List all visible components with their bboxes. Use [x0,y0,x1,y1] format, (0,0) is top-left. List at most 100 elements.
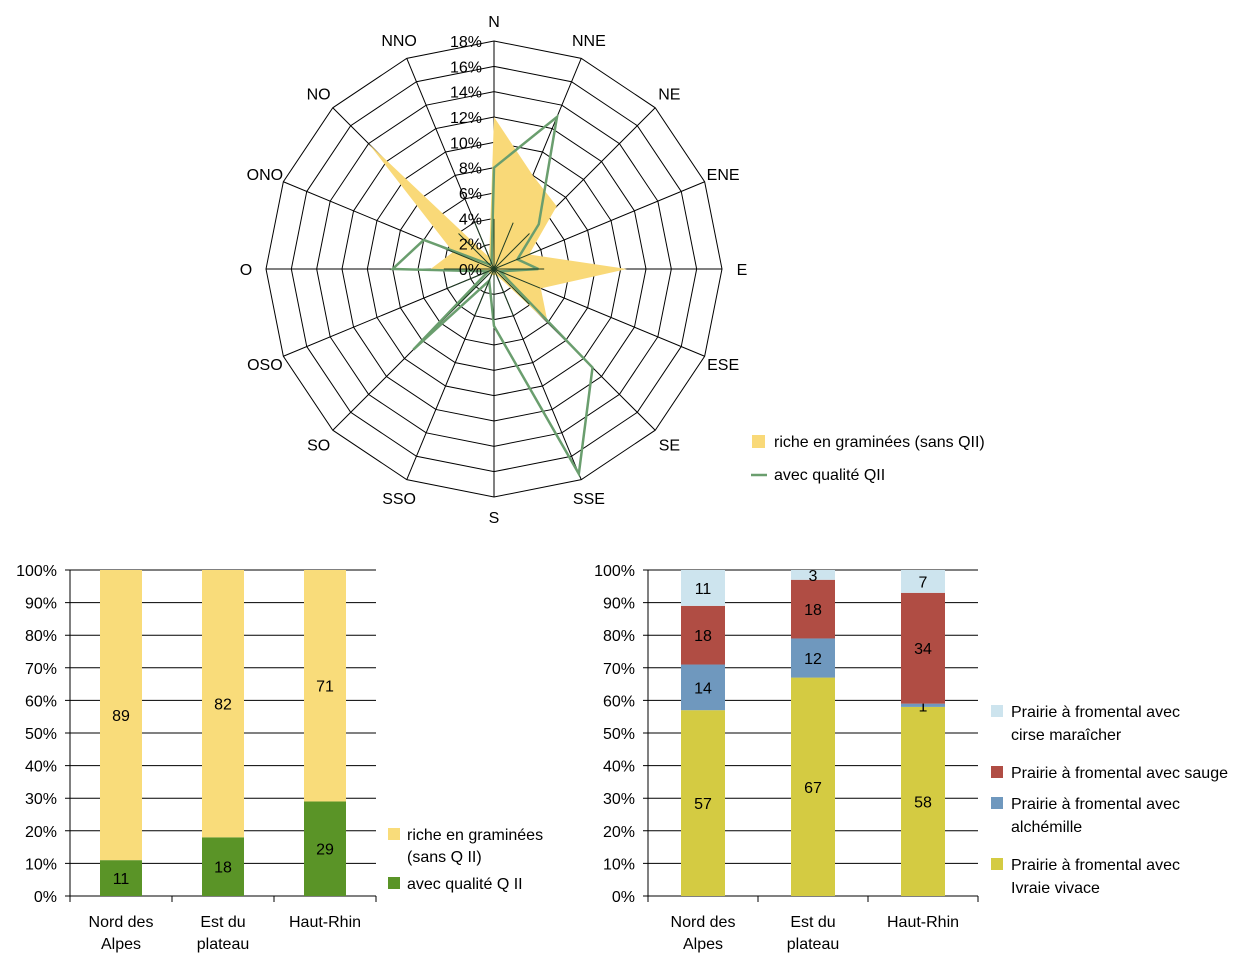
bar2-data-label: 67 [804,780,822,797]
legend-swatch-grass-q [388,828,400,840]
legend-label-qii-2: avec qualité Q II [407,876,523,893]
bar2-category-label: Est du [790,914,835,931]
bar1-y-tick: 50% [25,726,57,743]
bar2-bar-segment [791,677,835,896]
bar2-bar-segment [681,605,725,665]
bar2-category-label: Nord des [671,914,736,931]
legend-swatch-alchemille [991,797,1003,809]
radar-tick-label: 16% [450,59,482,76]
legend-label-alchemille-1: Prairie à fromental avec [1011,796,1180,813]
legend-label-alchemille-2: alchémille [1011,819,1082,836]
bar1-bar-segment [100,860,142,896]
radar-tick-label: 8% [459,161,482,178]
bar1-legend: riche en graminées (sans Q II) avec qual… [388,827,543,893]
bar2-category-label: plateau [787,936,840,953]
bar1-bar-segment [304,801,346,896]
bar2-bar-segment [901,570,945,593]
bar1-data-label: 82 [214,697,232,714]
bar2-bar-segment [901,703,945,707]
bar-chart-quality: 0% 10% 20% 30% 40% 50% 60% 70% 80% 90% 100% 11 89 Nor… [16,563,377,953]
radar-legend: riche en graminées (sans QII) avec quali… [751,434,985,484]
bar2-y-tick: 100% [594,563,635,580]
radar-spoke-center [493,268,541,289]
radar-spoke-center [474,222,495,270]
bar2-legend: Prairie à fromental avec cirse maraîcher… [991,704,1228,897]
radar-spoke-center [493,268,530,305]
radar-category-label: N [488,14,500,31]
bar1-data-label: 29 [316,842,334,859]
bar2-data-label: 34 [914,641,932,658]
radar-spoke-center [474,268,495,316]
radar-category-label: E [737,262,748,279]
bar2-y-tick: 70% [603,661,635,678]
radar-category-label: SSO [382,491,416,508]
bar2-bar-segment [681,664,725,711]
bar2-bar-segment [791,570,835,580]
bar1-data-label: 11 [113,871,130,888]
radar-tick-label: 2% [459,237,482,254]
bar2-data-label: 57 [694,796,712,813]
radar-tick-label: 6% [459,186,482,203]
bar2-y-tick: 30% [603,791,635,808]
bar1-y-tick: 60% [25,693,57,710]
bar2-data-label: 12 [804,651,822,668]
radar-chart: 0% 2% 4% 6% 8% 10% 12% 14% 16% 18% N NNE NE ENE E ESE SE… [240,14,748,527]
radar-spoke-center [493,222,514,270]
radar-tick-label: 14% [450,85,482,102]
legend-swatch-ivraie [991,858,1003,870]
radar-tick-label: 10% [450,135,482,152]
radar-spoke-center [493,268,514,316]
radar-category-label: SE [659,437,680,454]
bar2-y-tick: 50% [603,726,635,743]
radar-spoke-center [458,233,495,270]
radar-tick-label: 0% [459,262,482,279]
radar-category-label: OSO [247,357,283,374]
legend-label-cirse-2: cirse maraîcher [1011,727,1122,744]
radar-tick-label: 18% [450,34,482,51]
bar2-data-label: 14 [694,680,712,697]
bar1-data-label: 71 [316,679,334,696]
legend-swatch-sauge [991,766,1003,778]
bar2-category-label: Alpes [683,936,723,953]
legend-swatch-grass [752,435,765,448]
radar-category-label: SSE [573,491,605,508]
bar1-bar-segment [202,570,244,838]
bar1-y-tick: 40% [25,759,57,776]
bar2-data-label: 11 [695,581,712,598]
bar2-data-label: 3 [809,568,818,585]
bar2-bar-segment [901,706,945,896]
bar1-data-label: 89 [112,708,130,725]
radar-category-label: ENE [707,167,740,184]
legend-label-qii: avec qualité QII [774,467,885,484]
radar-spoke-center [493,233,530,270]
legend-label-grass-q-1: riche en graminées [407,827,543,844]
bar1-category-label: Nord des [89,914,154,931]
bar1-category-label: Est du [200,914,245,931]
bar2-bar-segment [901,592,945,704]
bar2-bar-segment [791,579,835,639]
bar2-y-tick: 40% [603,759,635,776]
bar1-bar-segment [202,837,244,896]
bar1-y-tick: 0% [34,889,57,906]
bar1-y-tick: 10% [25,856,57,873]
bar2-y-tick: 10% [603,856,635,873]
bar2-data-label: 7 [919,574,928,591]
legend-label-grass: riche en graminées (sans QII) [774,434,985,451]
bar2-bar-segment [681,570,725,606]
legend-label-ivraie-1: Prairie à fromental avec [1011,857,1180,874]
bar1-y-tick: 80% [25,628,57,645]
bar2-y-tick: 20% [603,824,635,841]
bar1-category-label: Haut-Rhin [289,914,361,931]
bar2-category-label: Haut-Rhin [887,914,959,931]
bar2-y-tick: 90% [603,596,635,613]
radar-category-label: S [489,510,500,527]
radar-category-label: NE [658,87,680,104]
radar-series-area [368,117,627,323]
bar2-y-tick: 60% [603,693,635,710]
radar-category-label: NO [307,87,331,104]
legend-label-grass-q-2: (sans Q II) [407,849,482,866]
radar-spoke-center [447,249,495,270]
radar-category-label: O [240,262,252,279]
radar-tick-label: 12% [450,110,482,127]
